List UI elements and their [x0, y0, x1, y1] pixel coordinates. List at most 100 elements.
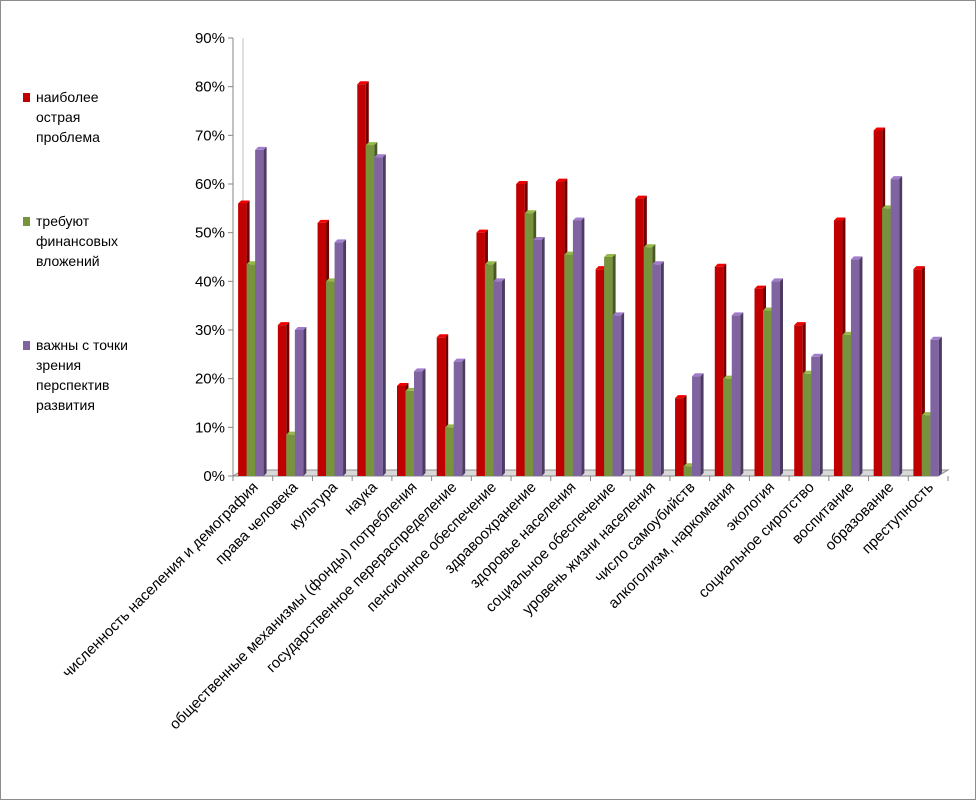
y-tick-label: 10%: [195, 419, 225, 436]
bar-side: [382, 154, 386, 476]
bar-top: [317, 219, 330, 223]
bar-front: [524, 213, 534, 476]
y-tick-label: 50%: [195, 225, 225, 242]
bar-side: [422, 368, 426, 476]
x-tick-label: численность населения и демография: [59, 479, 261, 681]
bar-front: [802, 373, 812, 476]
bar-front: [572, 220, 582, 476]
bar-3-10: [612, 312, 625, 476]
x-tick-label: преступность: [859, 479, 937, 557]
bar-3-13: [731, 312, 744, 476]
bar-3-4: [374, 154, 386, 476]
bar-front: [921, 415, 931, 476]
bar-side: [938, 336, 942, 476]
bar-top: [604, 254, 616, 257]
bar-top: [476, 229, 488, 233]
bar-top: [484, 261, 497, 265]
bar-top: [675, 395, 687, 399]
bar-front: [604, 257, 613, 476]
bar-front: [850, 259, 860, 476]
y-tick-labels: 0% 10% 20% 30% 40% 50% 60% 70% 80% 90%: [195, 30, 225, 485]
bar-front: [484, 264, 494, 476]
bar-top: [493, 278, 505, 282]
bar-top: [436, 334, 449, 338]
bar-3-1: [255, 146, 267, 476]
bar-front: [692, 376, 701, 476]
bar-front: [445, 427, 454, 476]
bar-top: [833, 217, 846, 221]
bar-side: [683, 395, 687, 476]
bar-front: [238, 203, 247, 476]
bar-top: [635, 195, 647, 199]
bar-top: [811, 353, 823, 357]
bar-top: [714, 263, 727, 267]
bar-side: [700, 373, 704, 476]
bar-1-12: [675, 395, 687, 476]
bar-front: [714, 266, 724, 476]
bar-top: [930, 336, 942, 340]
legend-swatch-3: [23, 341, 30, 350]
bar-3-2: [294, 327, 307, 476]
bar-top: [277, 322, 290, 326]
bar-side: [780, 278, 783, 476]
bars: [238, 81, 942, 477]
bar-front: [516, 184, 525, 476]
bar-3-5: [414, 368, 426, 476]
y-tick-label: 0%: [203, 468, 225, 485]
bar-top: [365, 142, 378, 146]
y-tick-label: 20%: [195, 371, 225, 388]
bar-front: [286, 434, 295, 476]
bar-top: [771, 278, 783, 282]
bar-3-15: [811, 353, 823, 476]
y-tick-label: 80%: [195, 79, 225, 96]
bar-front: [357, 84, 366, 476]
bar-top: [255, 146, 267, 150]
bar-front: [754, 288, 763, 476]
bar-front: [317, 222, 327, 476]
bar-side: [303, 327, 307, 476]
bar-3-11: [652, 261, 664, 476]
bar-front: [683, 466, 693, 476]
bar-front: [731, 315, 741, 476]
bar-top: [238, 200, 250, 204]
y-tick-label: 60%: [195, 176, 225, 193]
bar-3-6: [453, 358, 466, 476]
bar-side: [462, 358, 466, 476]
bar-front: [913, 269, 922, 476]
bar-front: [255, 149, 264, 476]
bar-front: [414, 371, 423, 476]
bar-top: [643, 244, 656, 248]
bar-top: [555, 178, 568, 182]
legend-entry-2: требуют финансовых вложений: [23, 211, 143, 271]
bar-front: [771, 281, 780, 476]
bar-front: [555, 181, 565, 477]
legend-label-3: важны с точки зрения перспектив развития: [36, 337, 128, 413]
bar-front: [564, 254, 573, 476]
bar-front: [833, 220, 843, 476]
bar-front: [612, 315, 622, 476]
legend-entry-3: важны с точки зрения перспектив развития: [23, 335, 143, 415]
bar-front: [277, 325, 287, 476]
bar-front: [334, 242, 344, 476]
bar-3-18: [930, 336, 942, 476]
y-tick-label: 40%: [195, 273, 225, 290]
bar-side: [859, 256, 863, 476]
bar-front: [675, 398, 684, 476]
bar-side: [501, 278, 505, 476]
bar-3-17: [890, 176, 903, 476]
bar-top: [397, 382, 409, 386]
bar-top: [453, 358, 466, 362]
bar-front: [397, 385, 406, 476]
bar-top: [294, 327, 307, 330]
bar-front: [493, 281, 502, 476]
bar-front: [294, 330, 304, 476]
bar-front: [326, 281, 335, 476]
bar-top: [533, 236, 545, 240]
bar-side: [621, 312, 625, 476]
bar-3-14: [771, 278, 783, 476]
bar-front: [476, 232, 485, 476]
bar-top: [794, 322, 806, 326]
bar-front: [533, 239, 542, 476]
bar-front: [652, 264, 661, 476]
